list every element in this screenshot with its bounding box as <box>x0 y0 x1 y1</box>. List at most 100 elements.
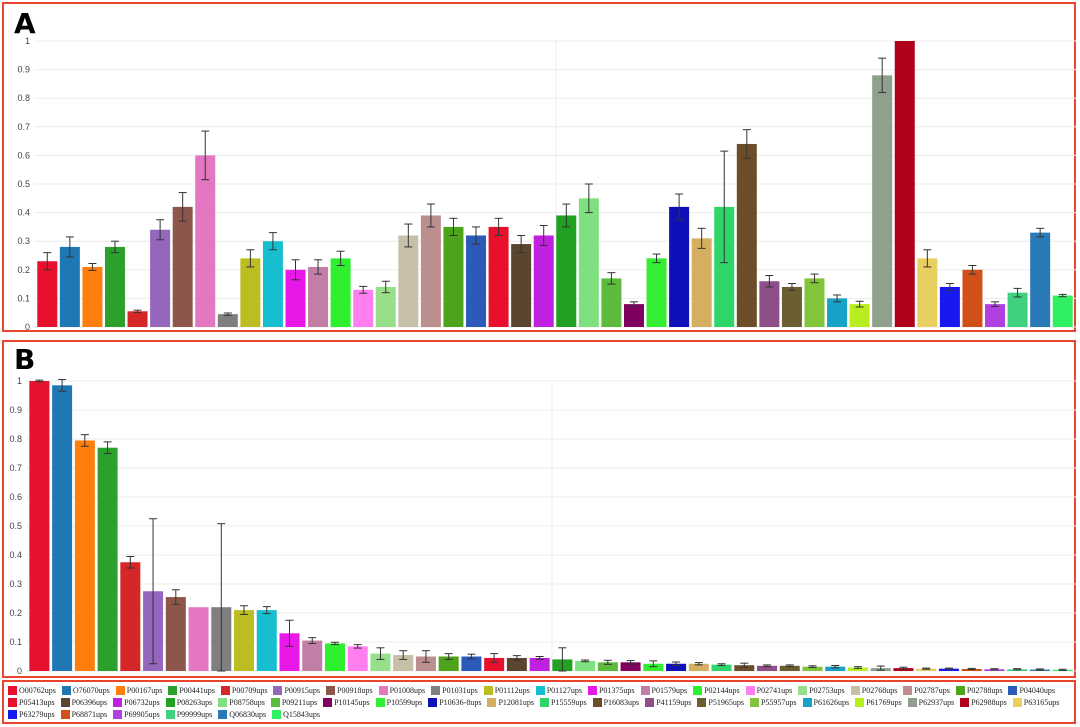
y-tick-label: 0.7 <box>9 463 22 473</box>
legend-item: P62937ups <box>907 697 955 708</box>
legend-label: P06732ups <box>124 698 160 707</box>
legend-item: Q06830ups <box>218 709 266 720</box>
bar <box>97 447 118 671</box>
legend-item: Q15843ups <box>272 709 320 720</box>
legend-label: P08758ups <box>229 698 265 707</box>
legend-item: P02753ups <box>798 685 845 696</box>
legend-item: P10145ups <box>323 697 370 708</box>
legend-label: P63279ups <box>19 710 55 719</box>
legend-item: P06732ups <box>113 697 160 708</box>
y-tick-label: 0.6 <box>9 492 22 502</box>
bar <box>37 261 58 327</box>
bar <box>398 235 419 327</box>
bar <box>82 266 103 327</box>
legend-swatch <box>115 686 125 695</box>
legend-item: P99999ups <box>165 709 213 720</box>
bar <box>916 668 937 671</box>
y-tick-label: 0.5 <box>17 179 30 189</box>
legend-label: P01579ups <box>651 686 688 695</box>
bar <box>330 258 351 327</box>
legend-label: P00441ups <box>179 686 215 695</box>
legend-label: P05413ups <box>19 698 55 707</box>
legend-swatch <box>645 698 655 707</box>
legend-label: P41159ups <box>656 698 692 707</box>
legend-swatch <box>955 686 965 695</box>
bar <box>669 206 690 327</box>
legend-label: P62937ups <box>918 698 955 707</box>
legend-item: P01579ups <box>640 685 688 696</box>
legend-item: P51965ups <box>697 697 744 708</box>
bar <box>240 258 261 327</box>
y-tick-label: 0.5 <box>9 521 22 531</box>
legend-item: P00167ups <box>115 685 162 696</box>
legend-label: P99999ups <box>176 710 213 719</box>
bar <box>597 662 618 671</box>
y-tick-label: 0.9 <box>9 405 22 415</box>
bar <box>779 665 800 671</box>
legend-swatch <box>113 710 123 719</box>
legend-item: P09211ups <box>270 697 317 708</box>
legend-label: P16083ups <box>603 698 640 707</box>
bar <box>533 235 554 327</box>
legend-swatch <box>218 698 228 707</box>
legend-item: P55957ups <box>749 697 797 708</box>
legend-swatch <box>378 686 388 695</box>
legend-label: P02753ups <box>809 686 845 695</box>
bar <box>302 640 323 671</box>
y-tick-label: 0 <box>17 666 22 676</box>
bar <box>188 607 209 671</box>
legend-swatch <box>165 698 175 707</box>
y-tick-label: 0.2 <box>9 608 22 618</box>
y-tick-label: 0.4 <box>9 550 22 560</box>
legend-swatch <box>270 698 280 707</box>
y-tick-label: 1 <box>25 36 30 46</box>
chart-a: 0 0.1 0.2 0.3 0.4 0.5 0.6 0.7 0.8 0.9 1 <box>17 36 1076 332</box>
legend-swatch <box>693 686 703 695</box>
y-tick-label: 0 <box>25 322 30 332</box>
legend-item: P02144ups <box>693 685 740 696</box>
legend-swatch <box>487 698 497 707</box>
legend-label: P61626ups <box>813 698 850 707</box>
legend-swatch <box>431 686 441 695</box>
bar <box>643 663 664 671</box>
legend-item: P02768ups <box>850 685 897 696</box>
panel-a-label: A <box>14 7 36 40</box>
bar <box>623 304 644 327</box>
legend-swatch <box>113 698 123 707</box>
legend-swatch <box>855 698 865 707</box>
bar <box>506 657 527 671</box>
y-tick-label: 0.7 <box>17 122 30 132</box>
bar <box>849 304 870 327</box>
legend-label: P63165ups <box>1023 698 1060 707</box>
bar <box>938 668 959 671</box>
bar <box>1052 295 1073 327</box>
chart-b: 0 0.1 0.2 0.3 0.4 0.5 0.6 0.7 0.8 0.9 1 <box>9 376 1076 676</box>
legend-swatch <box>60 710 70 719</box>
bar <box>734 665 755 671</box>
bar <box>781 286 802 327</box>
legend-item: P04040ups <box>1008 685 1055 696</box>
legend-swatch <box>850 686 860 695</box>
legend-item: P08263ups <box>165 697 212 708</box>
legend-item: P01008ups <box>378 685 425 696</box>
y-tick-label: 0.6 <box>17 150 30 160</box>
legend-label: P02787ups <box>914 686 950 695</box>
bar <box>59 246 80 327</box>
legend-item: P63279ups <box>8 709 55 720</box>
legend-item: P01112ups <box>483 685 530 696</box>
bar <box>939 286 960 327</box>
legend-swatch <box>220 686 230 695</box>
legend-item: P12081ups <box>487 697 534 708</box>
bar <box>804 278 825 327</box>
bar <box>688 663 709 671</box>
legend: O00762ups O76070ups P00167ups P00441ups P007… <box>2 680 1076 724</box>
bar <box>52 385 73 671</box>
legend-item: P41159ups <box>645 697 691 708</box>
legend-label: P12081ups <box>498 698 534 707</box>
legend-swatch <box>218 710 228 719</box>
legend-label: P02788ups <box>966 686 1003 695</box>
bar <box>195 155 216 327</box>
legend-swatch <box>60 698 70 707</box>
legend-label: O76070ups <box>72 686 110 695</box>
y-tick-label: 0.3 <box>9 579 22 589</box>
